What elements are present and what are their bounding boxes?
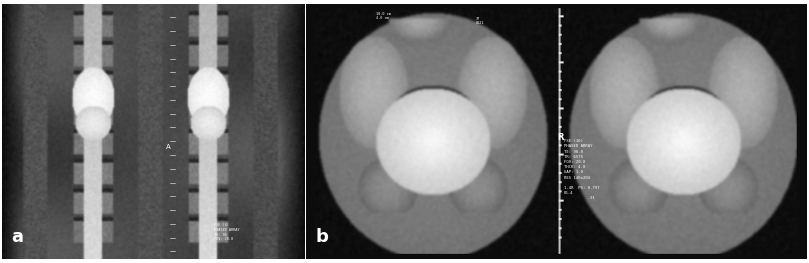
Text: R: R <box>557 133 563 142</box>
Text: FSE (8)
PHASED ARRAY
TE: 96
FOV: 28.0: FSE (8) PHASED ARRAY TE: 96 FOV: 28.0 <box>214 223 239 241</box>
Text: A: A <box>166 144 171 150</box>
Text: FSE (16)
PHASED ARRAY
TE: 98.0
TR: 6575
FOV: 20.0
THCK: 4.0
GAP: 1.0
RES 146x204: FSE (16) PHASED ARRAY TE: 98.0 TR: 6575 … <box>564 139 599 200</box>
Text: 37
0121: 37 0121 <box>476 17 485 25</box>
Text: b: b <box>316 228 328 246</box>
Text: 10.0 cm
4.0 cm: 10.0 cm 4.0 cm <box>376 12 391 20</box>
Text: a: a <box>11 228 23 246</box>
